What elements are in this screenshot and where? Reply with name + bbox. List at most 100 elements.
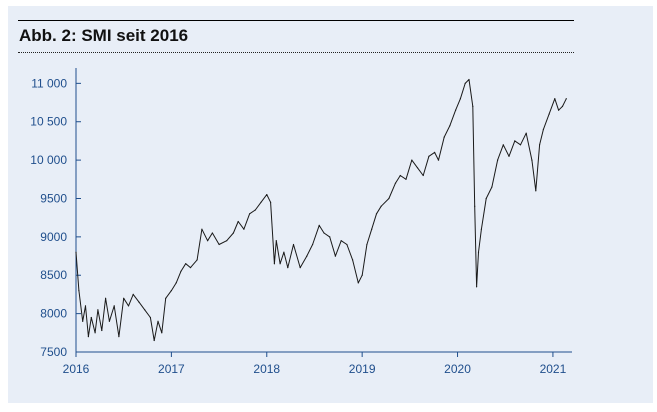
ticks: 7500 8000 8500 9000 9500 10 000 10 500 11 000 20… bbox=[30, 76, 566, 376]
y-tick-label: 9000 bbox=[40, 230, 67, 244]
data-point bbox=[211, 232, 213, 234]
data-point bbox=[485, 197, 487, 200]
data-point bbox=[474, 205, 476, 207]
data-point bbox=[165, 297, 167, 299]
data-point bbox=[480, 228, 482, 230]
data-point bbox=[434, 151, 436, 153]
data-point bbox=[525, 132, 527, 134]
data-point bbox=[459, 98, 461, 100]
data-point bbox=[299, 267, 301, 269]
data-point bbox=[283, 251, 285, 253]
data-point bbox=[508, 155, 510, 157]
data-point bbox=[132, 293, 134, 295]
data-point bbox=[539, 144, 541, 146]
y-tick-label: 10 500 bbox=[30, 115, 67, 129]
data-point bbox=[185, 263, 187, 265]
title-rule bbox=[18, 20, 574, 21]
title-dotted-divider bbox=[18, 52, 574, 53]
data-point bbox=[366, 243, 368, 246]
data-point bbox=[273, 263, 275, 265]
data-point bbox=[287, 267, 289, 269]
axes bbox=[75, 68, 572, 353]
y-tick-label: 7500 bbox=[40, 345, 67, 359]
x-tick-label: 2016 bbox=[63, 362, 90, 376]
data-point bbox=[232, 232, 234, 234]
data-point bbox=[218, 243, 220, 246]
data-point bbox=[75, 251, 77, 253]
data-point bbox=[497, 159, 499, 161]
data-point bbox=[226, 240, 228, 242]
y-tick-label: 11 000 bbox=[31, 76, 67, 90]
data-point bbox=[249, 213, 251, 215]
data-point bbox=[84, 305, 87, 307]
data-point bbox=[357, 282, 359, 284]
data-point bbox=[279, 263, 281, 265]
x-tick-label: 2018 bbox=[253, 362, 280, 376]
smi-series-line bbox=[75, 79, 567, 341]
data-point bbox=[275, 240, 277, 242]
y-tick-label: 8000 bbox=[40, 307, 67, 321]
data-point bbox=[548, 113, 550, 115]
data-point bbox=[82, 320, 84, 322]
data-point bbox=[422, 174, 424, 177]
data-point bbox=[196, 259, 198, 261]
data-point bbox=[323, 232, 325, 234]
data-point bbox=[144, 309, 146, 311]
series bbox=[75, 78, 567, 342]
data-point bbox=[123, 297, 125, 299]
data-point bbox=[502, 144, 504, 146]
data-point bbox=[318, 224, 320, 226]
data-point bbox=[97, 309, 99, 311]
data-point bbox=[380, 205, 382, 207]
data-point bbox=[346, 243, 348, 246]
data-point bbox=[118, 336, 120, 338]
y-tick-label: 8500 bbox=[40, 268, 67, 282]
data-point bbox=[455, 109, 457, 111]
data-point bbox=[78, 290, 80, 292]
data-point bbox=[464, 82, 466, 84]
data-point bbox=[306, 255, 308, 257]
data-point bbox=[312, 243, 314, 246]
x-tick-label: 2021 bbox=[540, 362, 567, 376]
data-point bbox=[161, 332, 163, 334]
data-point bbox=[153, 339, 155, 342]
data-point bbox=[394, 182, 397, 184]
data-point bbox=[149, 316, 151, 319]
x-tick-label: 2017 bbox=[158, 362, 185, 376]
data-point bbox=[405, 178, 407, 180]
data-point bbox=[189, 267, 192, 269]
y-tick-label: 9500 bbox=[40, 191, 67, 205]
data-point bbox=[127, 305, 130, 307]
data-point bbox=[113, 305, 115, 307]
data-point bbox=[535, 190, 537, 192]
data-point bbox=[108, 320, 110, 322]
data-point bbox=[352, 259, 354, 261]
data-point bbox=[157, 320, 159, 322]
data-point bbox=[399, 174, 401, 177]
data-point bbox=[201, 228, 203, 230]
data-point bbox=[138, 301, 140, 303]
data-point bbox=[514, 140, 516, 142]
data-point bbox=[237, 220, 239, 223]
data-point bbox=[519, 144, 522, 146]
data-point bbox=[416, 167, 419, 169]
data-point bbox=[472, 105, 474, 107]
data-point bbox=[260, 201, 262, 203]
chart-title: Abb. 2: SMI seit 2016 bbox=[19, 26, 189, 45]
data-point bbox=[180, 270, 182, 272]
x-tick-label: 2019 bbox=[349, 362, 376, 376]
data-point bbox=[443, 136, 445, 138]
data-point bbox=[491, 186, 493, 188]
data-point bbox=[542, 128, 545, 130]
data-point bbox=[329, 236, 331, 238]
data-point bbox=[266, 194, 268, 196]
data-point bbox=[437, 159, 440, 161]
data-point bbox=[340, 240, 342, 242]
data-point bbox=[170, 290, 172, 292]
data-point bbox=[254, 209, 256, 211]
data-point bbox=[94, 332, 96, 334]
chart-frame bbox=[8, 6, 653, 403]
data-point bbox=[477, 251, 480, 253]
data-point bbox=[428, 155, 430, 157]
